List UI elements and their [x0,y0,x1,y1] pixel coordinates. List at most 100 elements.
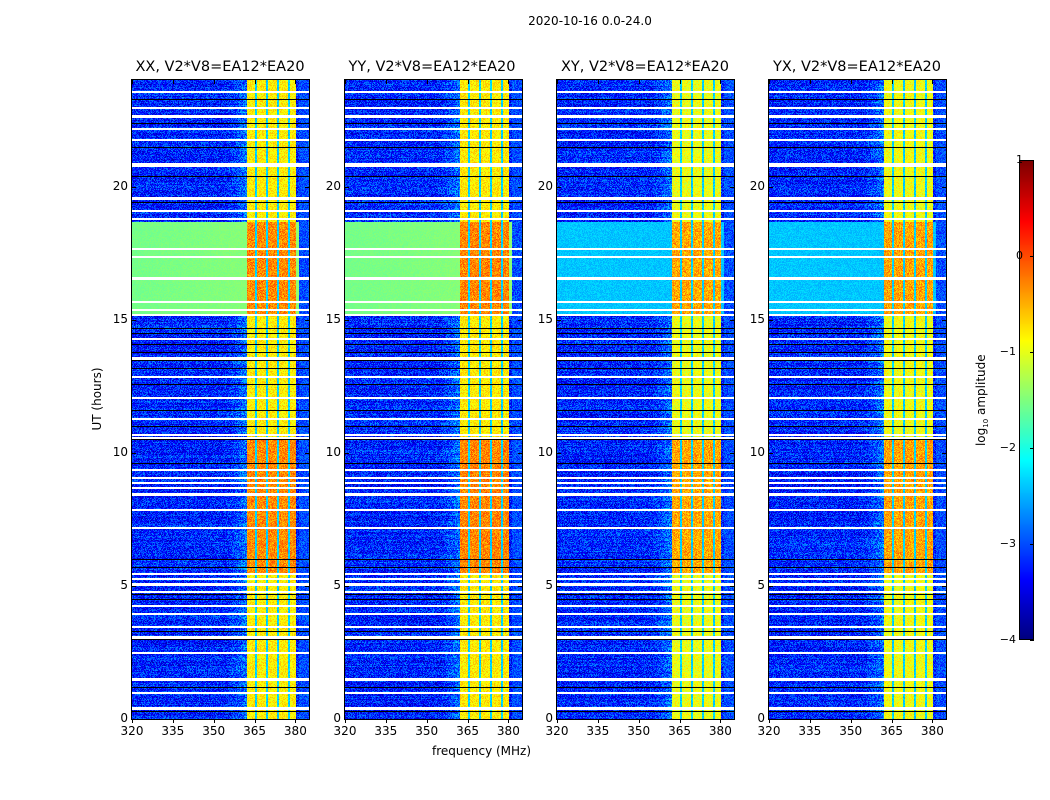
heatmap-yx [769,80,946,719]
y-tick-mark-right [305,319,309,321]
x-tick-mark-top [850,80,852,84]
x-tick-label: 365 [880,724,903,738]
x-tick-label: 350 [627,724,651,738]
y-tick-label: 10 [325,444,341,459]
colorbar-label-sub: 10 [982,418,991,428]
y-tick-label: 5 [545,577,553,592]
y-tick-mark [345,186,349,188]
colorbar-tick-label: 1 [1016,153,1023,166]
y-tick-mark [132,319,136,321]
figure-title: 2020-10-16 0.0-24.0 [528,14,652,28]
x-tick-mark [132,719,133,723]
colorbar-tick-label: −4 [999,633,1016,646]
y-tick-mark-right [518,319,522,321]
y-tick-label: 15 [749,311,765,326]
x-tick-mark-top [426,80,428,84]
y-tick-label: 0 [120,711,128,725]
x-axis-label: frequency (MHz) [432,744,532,758]
x-tick-mark [809,719,811,723]
x-tick-mark [720,719,722,723]
y-tick-label: 5 [120,577,128,592]
y-tick-mark [557,319,561,321]
y-tick-mark-right [730,319,734,321]
y-tick-mark [769,452,773,454]
x-tick-mark-top [385,80,387,84]
heatmap-panel-yx [768,79,947,720]
x-tick-label: 365 [243,724,266,738]
colorbar-tick-mark [1030,352,1034,353]
x-tick-mark-top [679,80,681,84]
y-tick-label: 15 [537,311,553,326]
y-tick-mark-right [730,452,734,454]
x-tick-label: 335 [586,724,610,738]
y-tick-mark-right [942,585,946,587]
heatmap-xy [557,80,734,719]
heatmap-panel-yy [344,79,523,720]
panel-title-yx: YX, V2*V8=EA12*EA20 [772,59,941,75]
y-tick-mark [132,719,136,720]
x-tick-label: 320 [757,724,781,738]
y-tick-label: 0 [545,711,553,725]
x-tick-label: 380 [708,724,732,738]
x-tick-label: 335 [161,724,185,738]
y-tick-mark-right [518,452,522,454]
y-tick-mark-right [518,186,522,188]
y-tick-mark [345,719,349,720]
y-tick-label: 20 [112,178,128,193]
x-tick-mark-top [557,80,558,84]
x-tick-mark [638,719,640,723]
x-tick-label: 350 [839,724,863,738]
x-tick-mark [385,719,387,723]
y-tick-mark-right [305,186,309,188]
y-tick-mark [769,319,773,321]
y-tick-mark-right [730,186,734,188]
y-tick-label: 15 [325,311,341,326]
x-tick-mark-top [172,80,174,84]
y-tick-mark-right [305,452,309,454]
x-tick-mark [213,719,215,723]
y-tick-mark [345,585,349,587]
x-tick-mark-top [597,80,599,84]
y-tick-mark [769,719,773,720]
heatmap-panel-xx [131,79,310,720]
y-axis-label: UT (hours) [90,367,104,431]
y-tick-mark-right [942,719,946,720]
y-tick-mark [557,186,561,188]
y-tick-mark [769,585,773,587]
y-tick-mark-right [518,585,522,587]
x-tick-mark-top [809,80,811,84]
x-tick-mark-top [508,80,510,84]
x-tick-mark-top [769,80,770,84]
y-tick-mark-right [305,585,309,587]
x-tick-mark-top [891,80,893,84]
y-tick-label: 0 [333,711,341,725]
colorbar-label-main: log [973,427,988,447]
x-tick-label: 350 [415,724,439,738]
y-tick-mark-right [730,585,734,587]
y-tick-label: 20 [537,178,553,193]
x-tick-label: 320 [545,724,569,738]
x-tick-mark [769,719,770,723]
y-tick-label: 20 [749,178,765,193]
colorbar-tick-mark [1030,544,1034,545]
y-tick-mark-right [730,719,734,720]
colorbar [1019,160,1034,640]
x-tick-mark-top [254,80,256,84]
colorbar-tick-mark [1030,256,1034,257]
x-tick-mark [426,719,428,723]
y-tick-label: 5 [757,577,765,592]
x-tick-label: 380 [496,724,520,738]
x-tick-mark [295,719,297,723]
x-tick-label: 335 [798,724,822,738]
colorbar-tick-label: 0 [1016,249,1023,262]
x-tick-mark-top [132,80,133,84]
x-tick-mark [345,719,346,723]
y-tick-mark [132,585,136,587]
x-tick-label: 380 [283,724,307,738]
x-tick-mark [597,719,599,723]
x-tick-label: 320 [333,724,357,738]
x-tick-label: 365 [668,724,691,738]
x-tick-mark-top [345,80,346,84]
colorbar-tick-label: −1 [999,345,1016,358]
panel-title-xx: XX, V2*V8=EA12*EA20 [135,59,305,75]
